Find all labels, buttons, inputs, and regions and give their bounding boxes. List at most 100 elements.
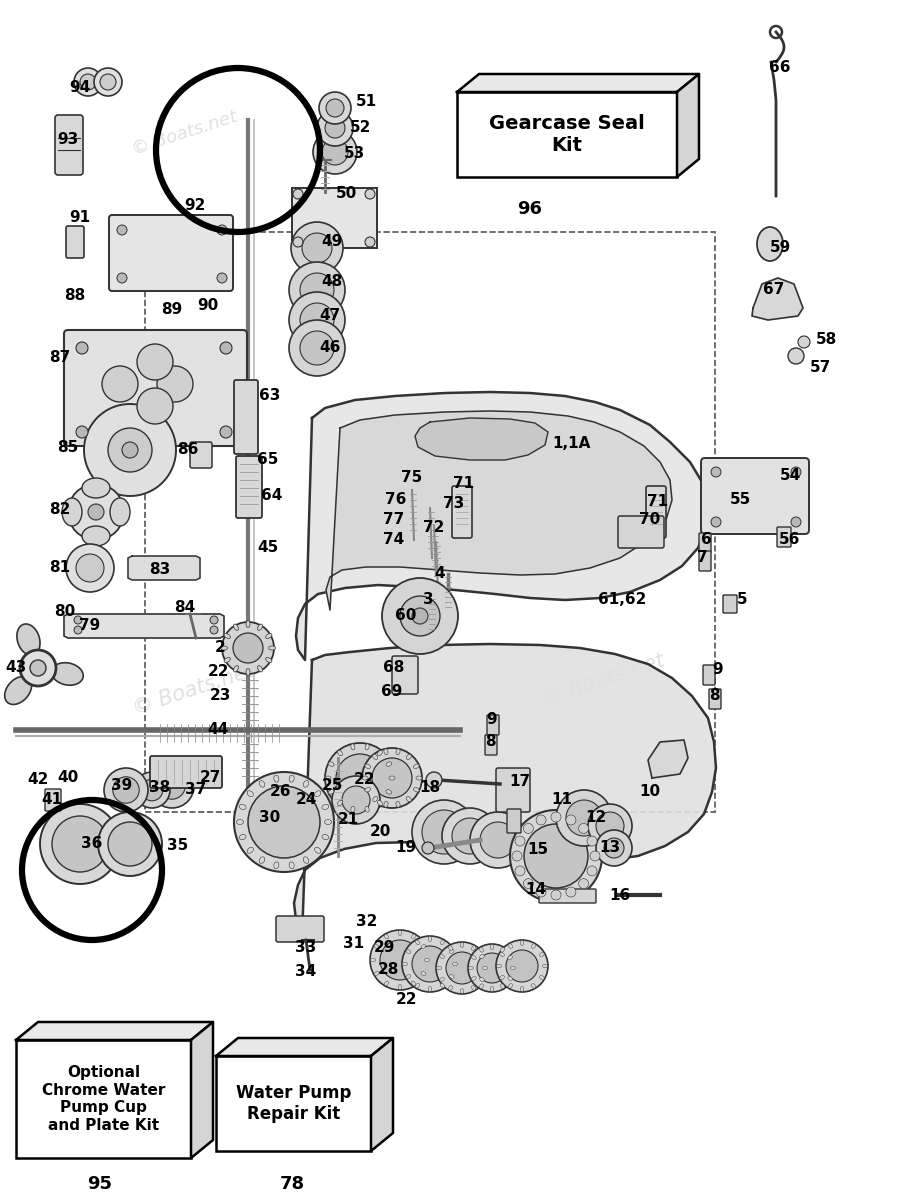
Ellipse shape bbox=[424, 959, 430, 961]
Ellipse shape bbox=[415, 940, 420, 944]
Ellipse shape bbox=[362, 776, 368, 780]
Text: 3: 3 bbox=[422, 593, 433, 607]
Text: 14: 14 bbox=[526, 882, 546, 898]
Ellipse shape bbox=[62, 498, 82, 526]
Ellipse shape bbox=[378, 750, 382, 756]
Text: 48: 48 bbox=[321, 275, 343, 289]
Circle shape bbox=[596, 812, 624, 840]
Circle shape bbox=[74, 626, 82, 634]
Text: 28: 28 bbox=[378, 962, 398, 978]
Circle shape bbox=[524, 823, 534, 834]
Text: 27: 27 bbox=[199, 770, 221, 786]
Circle shape bbox=[422, 842, 434, 854]
Circle shape bbox=[579, 878, 588, 888]
Text: 36: 36 bbox=[82, 836, 102, 852]
Text: 42: 42 bbox=[27, 773, 48, 787]
Text: 82: 82 bbox=[49, 503, 71, 517]
Circle shape bbox=[382, 578, 458, 654]
Circle shape bbox=[362, 748, 422, 808]
Ellipse shape bbox=[351, 806, 355, 812]
Ellipse shape bbox=[257, 666, 263, 672]
Text: 19: 19 bbox=[396, 840, 416, 856]
Text: 63: 63 bbox=[259, 389, 281, 403]
Ellipse shape bbox=[328, 790, 334, 794]
Ellipse shape bbox=[520, 986, 524, 991]
Circle shape bbox=[220, 342, 232, 354]
Circle shape bbox=[300, 331, 334, 365]
Text: 70: 70 bbox=[640, 512, 660, 528]
Circle shape bbox=[436, 942, 488, 994]
Polygon shape bbox=[16, 1022, 213, 1040]
Ellipse shape bbox=[110, 498, 130, 526]
Ellipse shape bbox=[224, 634, 231, 638]
Ellipse shape bbox=[385, 982, 388, 985]
Text: 8: 8 bbox=[484, 734, 495, 750]
Circle shape bbox=[289, 320, 345, 376]
Ellipse shape bbox=[289, 862, 294, 869]
Circle shape bbox=[380, 940, 420, 980]
Ellipse shape bbox=[233, 666, 239, 672]
Circle shape bbox=[313, 130, 357, 174]
Circle shape bbox=[157, 366, 193, 402]
Circle shape bbox=[604, 838, 624, 858]
Ellipse shape bbox=[365, 806, 370, 812]
Ellipse shape bbox=[325, 820, 332, 824]
FancyBboxPatch shape bbox=[150, 756, 222, 788]
Circle shape bbox=[210, 616, 218, 624]
FancyBboxPatch shape bbox=[234, 380, 258, 454]
Text: 49: 49 bbox=[321, 234, 343, 250]
Ellipse shape bbox=[421, 972, 426, 976]
Circle shape bbox=[412, 608, 428, 624]
Ellipse shape bbox=[428, 936, 431, 942]
Ellipse shape bbox=[472, 977, 476, 980]
Ellipse shape bbox=[389, 776, 395, 780]
Circle shape bbox=[289, 292, 345, 348]
Circle shape bbox=[234, 772, 334, 872]
Ellipse shape bbox=[520, 941, 524, 946]
Ellipse shape bbox=[303, 781, 309, 787]
Text: 66: 66 bbox=[770, 60, 791, 76]
Ellipse shape bbox=[480, 984, 483, 989]
Ellipse shape bbox=[221, 646, 228, 650]
Circle shape bbox=[68, 484, 124, 540]
Circle shape bbox=[300, 272, 334, 307]
Circle shape bbox=[566, 815, 576, 824]
Circle shape bbox=[217, 226, 227, 235]
Circle shape bbox=[588, 804, 632, 848]
Text: 79: 79 bbox=[79, 618, 100, 634]
FancyBboxPatch shape bbox=[236, 456, 262, 518]
Polygon shape bbox=[191, 1022, 213, 1158]
Circle shape bbox=[88, 504, 104, 520]
Circle shape bbox=[141, 779, 162, 800]
Circle shape bbox=[524, 878, 534, 888]
Circle shape bbox=[217, 272, 227, 283]
Ellipse shape bbox=[52, 662, 83, 685]
Circle shape bbox=[108, 428, 152, 472]
Bar bbox=[457, 92, 677, 176]
Text: 76: 76 bbox=[386, 492, 406, 508]
Circle shape bbox=[711, 467, 721, 476]
Polygon shape bbox=[677, 74, 699, 176]
Circle shape bbox=[556, 790, 612, 846]
Ellipse shape bbox=[398, 930, 402, 936]
Ellipse shape bbox=[224, 658, 231, 662]
Ellipse shape bbox=[268, 646, 275, 650]
FancyBboxPatch shape bbox=[109, 215, 233, 290]
Circle shape bbox=[365, 236, 375, 247]
Ellipse shape bbox=[412, 935, 415, 938]
Ellipse shape bbox=[415, 983, 420, 988]
Polygon shape bbox=[64, 614, 224, 638]
Text: 33: 33 bbox=[295, 941, 317, 955]
Ellipse shape bbox=[386, 790, 392, 794]
Circle shape bbox=[422, 810, 466, 854]
Text: 94: 94 bbox=[69, 80, 91, 96]
FancyBboxPatch shape bbox=[487, 715, 499, 734]
Text: 71: 71 bbox=[454, 476, 475, 492]
Circle shape bbox=[524, 824, 588, 888]
Text: 88: 88 bbox=[65, 288, 85, 304]
Text: 37: 37 bbox=[186, 782, 206, 798]
Text: 18: 18 bbox=[420, 780, 440, 796]
Ellipse shape bbox=[540, 976, 544, 979]
Ellipse shape bbox=[373, 797, 378, 802]
Ellipse shape bbox=[257, 624, 263, 630]
